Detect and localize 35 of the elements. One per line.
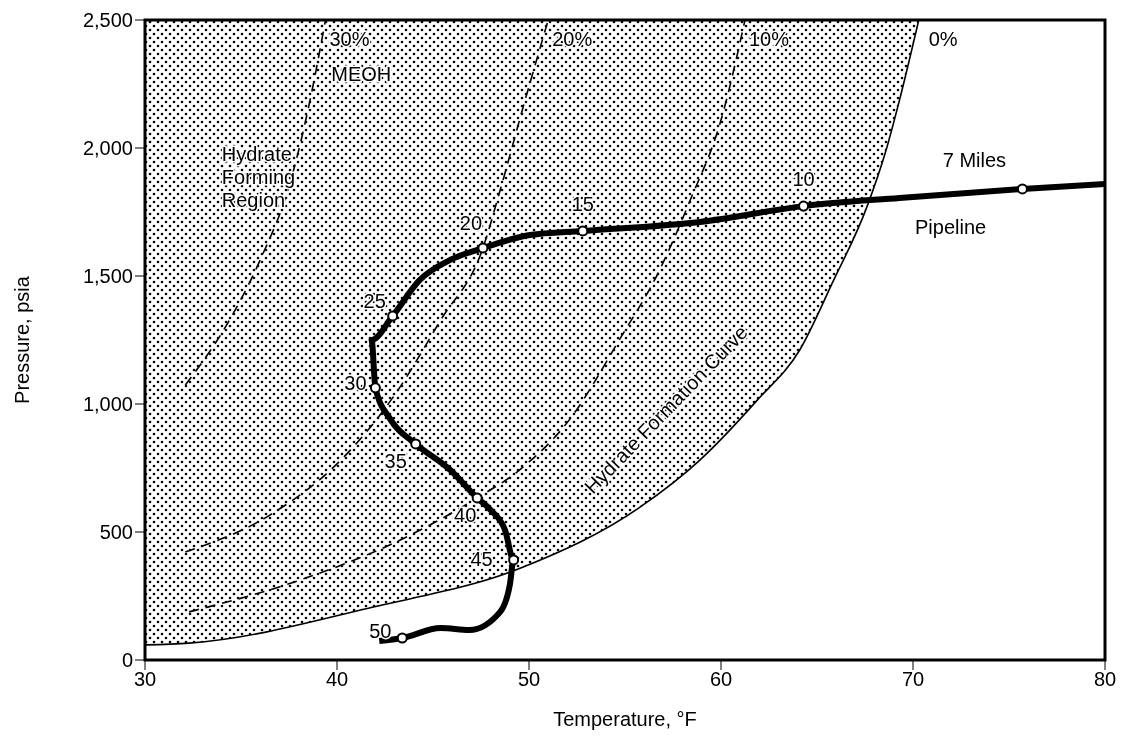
line-series [184, 20, 327, 386]
point [1016, 183, 1028, 195]
x-tick-label: 30 [133, 668, 157, 691]
point [471, 492, 483, 504]
point [477, 242, 489, 254]
y-tick-label: 0 [121, 649, 133, 672]
series-label: Pipeline [915, 216, 987, 239]
annotation: Hydrate Forming Region [221, 142, 296, 211]
annotation: 50 [369, 619, 392, 642]
series-label: 0% [928, 28, 958, 50]
y-axis-title: Pressure, psia [11, 275, 34, 404]
annotation: 7 Miles [942, 148, 1007, 171]
x-axis-title: Temperature, °F [553, 708, 697, 730]
annotation: 35 [384, 449, 407, 472]
y-tick-label: 2,000 [82, 137, 133, 160]
annotation: 20 [459, 212, 483, 235]
annotation: 25 [363, 289, 386, 312]
x-tick-label: 40 [325, 668, 349, 691]
series-label: 10% [749, 28, 790, 50]
x-tick-label: 60 [709, 668, 733, 691]
y-tick-label: 500 [99, 521, 133, 544]
point [410, 438, 422, 450]
x-tick-label: 70 [901, 668, 925, 691]
point [396, 632, 408, 644]
y-tick-label: 1,500 [82, 265, 133, 288]
point [508, 554, 520, 566]
series-label: 20% [552, 28, 593, 50]
x-tick-label: 50 [517, 668, 541, 691]
point [387, 310, 399, 322]
point [577, 225, 589, 237]
x-tick-label: 80 [1093, 668, 1117, 691]
y-tick-label: 1,000 [82, 393, 133, 416]
point [798, 200, 810, 212]
y-tick-label: 2,500 [82, 9, 133, 32]
point [369, 382, 381, 394]
